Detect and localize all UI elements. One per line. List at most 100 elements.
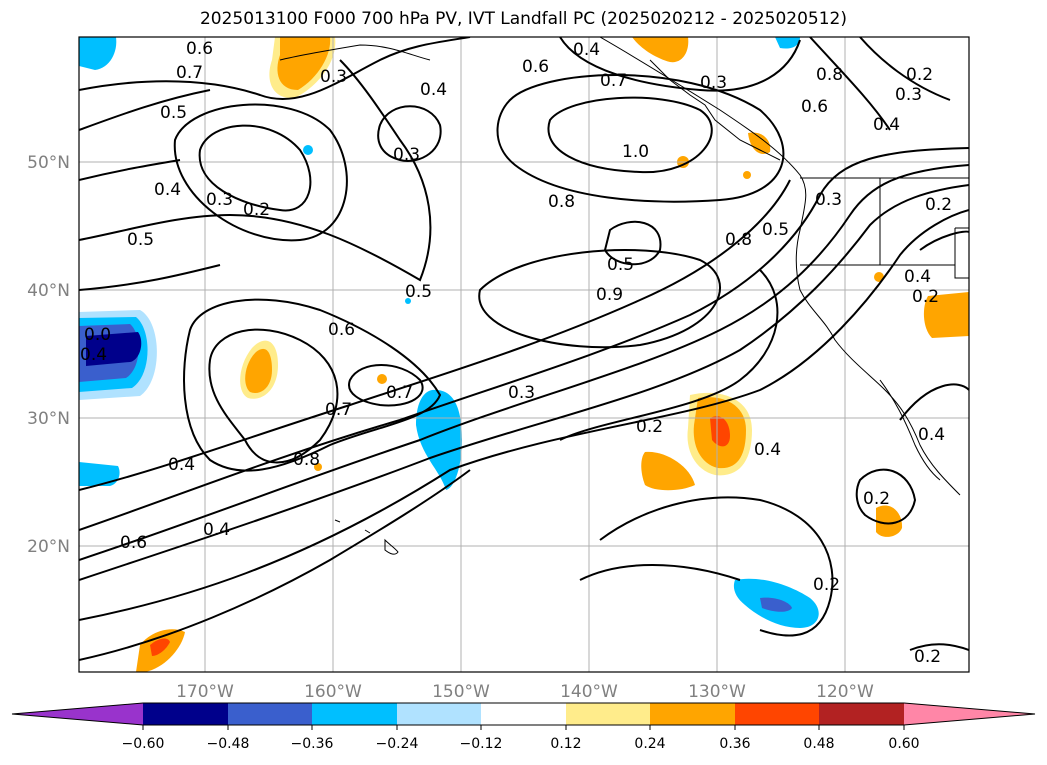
colorbar-segment [312,703,397,725]
contour-label: 0.8 [293,450,320,470]
anomaly-blob-topleft [79,37,117,70]
colorbar-tick-label: 0.48 [803,736,834,752]
colorbar-segment [143,703,228,725]
colorbar-segment [735,703,819,725]
contour-label: 0.3 [815,190,842,210]
negative-anomaly-regions [79,37,819,628]
anomaly-blob-bc-island [748,132,771,154]
contour-label: 0.5 [607,255,634,275]
contour-label: 0.4 [80,345,107,365]
anomaly-dot-25n [314,463,322,471]
anomaly-blob-west-25n [79,462,120,486]
lat-label-20n: 20°N [27,537,70,557]
positive-anomaly-regions [136,37,969,672]
alaska-coast-west [279,44,431,61]
alaska-panhandle [649,59,781,161]
colorbar-extend-min [12,703,143,725]
contour-label: 0.7 [176,63,203,83]
colorbar-tick-label: 0.12 [550,736,581,752]
contour-label: 0.4 [203,520,230,540]
contour-label: 0.0 [84,325,111,345]
baja-california [879,379,941,481]
contour-label: 0.9 [596,285,623,305]
contour-label: 0.8 [816,65,843,85]
contour-label: 0.5 [762,220,789,240]
contour-label: 0.6 [328,320,355,340]
contour-label: 1.0 [622,142,649,162]
hawaii-islands [334,519,399,555]
contour-label: 0.6 [801,97,828,117]
anomaly-blob-bc-coast [632,37,689,63]
anomaly-dot-48n [303,145,313,155]
contour-label: 0.2 [813,575,840,595]
anomaly-dot-33n [377,374,387,384]
lon-label-130w: 130°W [688,682,746,702]
contour-label: 0.4 [873,115,900,135]
map-title: 2025013100 F000 700 hPa PV, IVT Landfall… [199,9,847,29]
contour-label: 0.3 [700,73,727,93]
contour-label: 0.4 [573,40,600,60]
colorbar: −0.60 −0.48 −0.36 −0.24 −0.12 0.12 0.24 … [11,702,1036,752]
pv-contours [79,37,969,661]
contour-label: 0.5 [127,230,154,250]
anomaly-dot-39n [405,298,411,304]
anomaly-blob-baja [876,505,903,537]
anomaly-blob-east-30n-core [710,416,730,447]
colorbar-tick-label: 0.60 [888,736,919,752]
contour-label: 0.2 [906,65,933,85]
colorbar-segment [566,703,650,725]
contour-label: 0.2 [863,489,890,509]
colorbar-tick-label: −0.12 [460,736,503,752]
anomaly-blob-east-25n [641,451,695,491]
latitude-labels: 50°N 40°N 30°N 20°N [27,153,70,557]
contour-label: 0.4 [754,440,781,460]
longitude-labels: 170°W 160°W 150°W 140°W 130°W 120°W [176,682,874,702]
contour-label: 0.5 [160,103,187,123]
colorbar-ticks [142,725,905,730]
contour-label: 0.4 [420,80,447,100]
colorbar-segment [481,703,566,725]
contour-label: 0.8 [548,192,575,212]
lat-label-50n: 50°N [27,153,70,173]
contour-label: 0.3 [895,85,922,105]
contour-label: 0.3 [206,190,233,210]
shaded-anomaly-layer [79,37,969,672]
colorbar-segment [397,703,481,725]
contour-label: 0.2 [925,195,952,215]
lon-label-160w: 160°W [304,682,362,702]
colorbar-tick-label: −0.24 [376,736,419,752]
colorbar-tick-label: −0.48 [207,736,250,752]
contour-label: 0.3 [393,145,420,165]
colorbar-segment [228,703,312,725]
lon-label-120w: 120°W [816,682,874,702]
lat-label-40n: 40°N [27,281,70,301]
contour-label: 0.2 [912,287,939,307]
lon-label-140w: 140°W [560,682,618,702]
contour-label: 0.6 [186,39,213,59]
contour-labels: 0.6 0.7 0.5 0.4 0.3 0.2 0.5 0.3 0.4 0.3 … [80,39,952,667]
anomaly-blob-south-core [760,597,792,612]
colorbar-segment [819,703,904,725]
contour-label: 0.2 [636,417,663,437]
colorbar-tick-label: 0.36 [719,736,750,752]
anomaly-blob-california [923,292,969,338]
anomaly-blob-southwest-core [150,638,170,656]
contour-label: 0.3 [320,67,347,87]
contour-label: 0.2 [243,200,270,220]
contour-label: 0.4 [154,180,181,200]
anomaly-dot-46n [743,171,751,179]
contour-label: 0.7 [386,383,413,403]
lat-label-30n: 30°N [27,409,70,429]
colorbar-tick-label: 0.24 [634,736,665,752]
contour-label: 0.4 [918,425,945,445]
contour-label: 0.4 [904,267,931,287]
coastlines [279,37,969,555]
contour-label: 0.5 [405,282,432,302]
anomaly-blob-central-pacific-core [245,348,272,394]
anomaly-blob-hawaii-north [416,389,462,490]
lon-label-170w: 170°W [176,682,234,702]
north-america-west-coast [599,37,961,496]
contour-label: 0.3 [508,383,535,403]
colorbar-tick-label: −0.60 [122,736,165,752]
